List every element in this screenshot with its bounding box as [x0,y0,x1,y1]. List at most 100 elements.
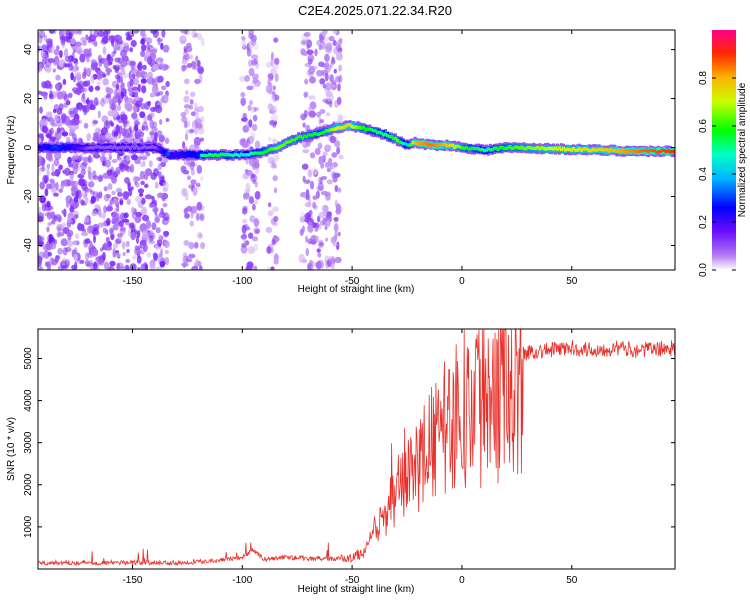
noise-blob [88,259,93,267]
noise-blob [191,265,199,270]
noise-blob [98,258,105,266]
noise-blob [108,98,113,106]
noise-blob [182,252,188,258]
noise-blob [103,186,108,192]
ridge-cell [275,146,279,150]
noise-blob [139,170,145,180]
noise-blob [165,80,170,88]
ridge-cell [180,150,184,158]
noise-blob [136,230,141,238]
ridge-cell [646,149,650,153]
noise-blob [125,258,131,263]
ridge-cell [419,142,423,146]
noise-blob [197,32,203,41]
ridge-cell [605,148,609,155]
ridge-cell [287,140,291,144]
noise-blob [182,169,190,175]
noise-blob [309,259,314,266]
ridge-cell [413,141,417,145]
ridge-cell [295,136,299,140]
noise-blob [115,166,121,175]
noise-blob [86,132,91,142]
ridge-cell [95,145,99,149]
ridge-cell [364,128,368,132]
noise-blob [185,90,189,95]
noise-blob [117,191,123,197]
ridge-cell [409,142,413,146]
noise-blob [40,167,45,172]
noise-blob [50,171,58,177]
noise-blob [241,224,247,234]
noise-blob [82,104,87,112]
noise-blob [250,39,257,46]
noise-blob [118,162,125,170]
noise-blob [320,41,326,50]
ridge-cell [500,145,504,149]
noise-blob [86,53,90,63]
ridge-cell [498,146,502,153]
noise-blob [111,213,117,223]
spectrogram-y-tick-label: -40 [23,238,34,253]
ridge-cell [652,148,656,152]
ridge-cell [172,152,176,159]
noise-blob [195,111,200,121]
noise-blob [181,59,188,65]
noise-blob [328,255,336,263]
noise-blob [245,120,250,127]
ridge-cell [261,151,265,155]
noise-blob [50,242,57,250]
ridge-cell [668,150,672,154]
ridge-cell [310,133,314,137]
noise-blob [304,202,312,208]
noise-blob [38,155,43,162]
noise-blob [143,73,151,79]
noise-blob [162,44,170,53]
noise-blob [248,196,254,205]
noise-blob [78,178,84,186]
snr-y-tick-label: 5000 [23,347,34,370]
ridge-cell [99,146,103,150]
noise-blob [274,73,279,83]
ridge-cell [536,145,540,150]
noise-blob [252,200,259,205]
ridge-cell [186,150,190,158]
noise-blob [271,105,277,114]
noise-blob [251,123,258,132]
ridge-cell [441,143,445,147]
ridge-cell [629,149,633,153]
noise-blob [162,181,169,190]
noise-blob [189,128,195,134]
noise-blob [136,156,142,161]
noise-blob [245,182,251,191]
ridge-cell [261,147,265,155]
ridge-cell [328,128,332,132]
noise-blob [319,78,326,85]
noise-blob [110,122,115,127]
noise-blob [71,58,79,64]
noise-blob [74,261,78,270]
noise-blob [56,214,63,222]
noise-blob [325,112,331,117]
noise-blob [87,79,91,87]
noise-blob [56,224,64,232]
ridge-cell [654,150,658,154]
noise-blob [270,57,274,67]
noise-blob [240,92,246,98]
noise-blob [122,55,129,60]
noise-blob [302,40,306,45]
ridge-cell [607,149,611,153]
ridge-cell [557,146,561,150]
ridge-cell [540,146,544,150]
noise-blob [271,94,275,102]
noise-blob [200,37,205,47]
noise-blob [60,238,68,247]
ridge-cell [387,135,391,139]
noise-blob [68,162,73,168]
noise-blob [157,234,162,240]
ridge-cell [637,149,641,154]
noise-blob [307,58,313,65]
noise-blob [145,220,152,229]
noise-blob [196,164,203,174]
noise-blob [134,124,139,132]
ridge-cell [524,147,528,151]
